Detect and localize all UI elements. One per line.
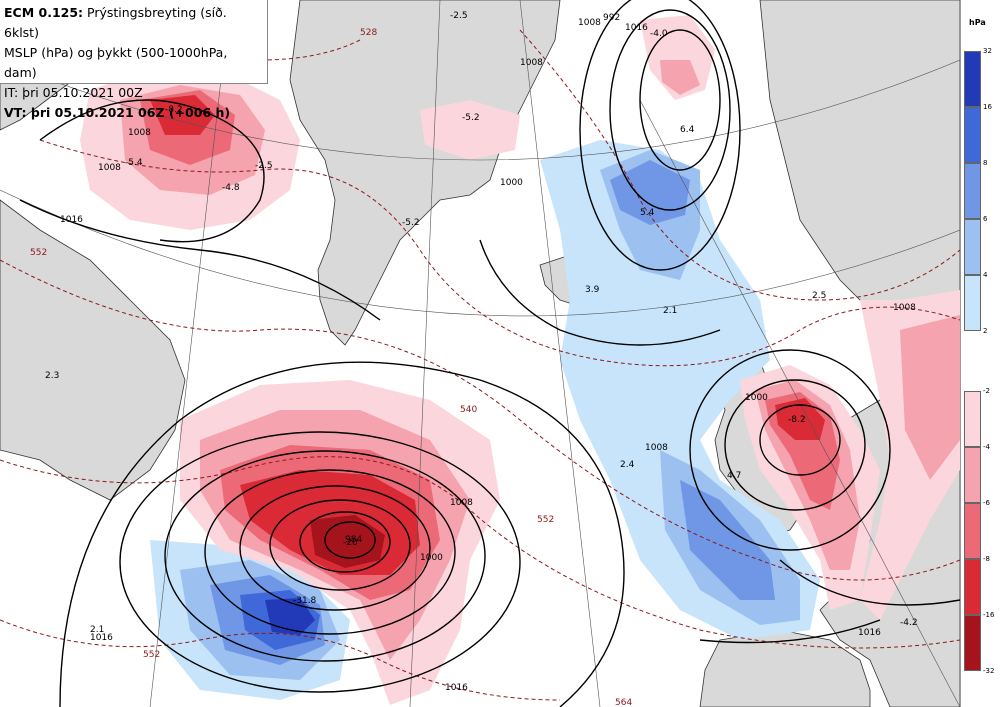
legend-swatch [964, 447, 981, 503]
isobar-label: 984 [345, 535, 362, 545]
legend-tick-label: -2 [983, 387, 990, 395]
init-time: IT: þri 05.10.2021 00Z [4, 85, 143, 100]
isobar-label: 1016 [90, 633, 113, 643]
legend-swatch [964, 219, 981, 275]
valid-time: VT: þri 05.10.2021 06Z (+006 h) [4, 105, 231, 120]
graticule [0, 0, 960, 707]
legend-tick-label: -6 [983, 499, 990, 507]
title-box: ECM 0.125: Prýstingsbreyting (síð. 6klst… [0, 0, 268, 120]
thickness-label: 552 [143, 650, 160, 660]
legend-swatch [964, 107, 981, 163]
change-value: 2.1 [90, 625, 104, 635]
change-value: 6.4 [680, 125, 695, 135]
thickness-label: 528 [360, 28, 377, 38]
legend-tick-label: 8 [983, 159, 988, 167]
isobar-label: 1008 [578, 18, 601, 28]
change-value: -20 [343, 538, 358, 548]
isobar-label: 1016 [445, 683, 468, 693]
isobar-label: 1016 [60, 215, 83, 225]
legend-unit: hPa [969, 18, 986, 27]
legend-swatch [964, 51, 981, 107]
change-value: 3.9 [585, 285, 600, 295]
change-value: -4.8 [222, 183, 240, 193]
legend-swatch [964, 391, 981, 447]
legend-swatch [964, 163, 981, 219]
legend-swatch [964, 559, 981, 615]
thickness-labels: 528 552 540 552 552 564 [30, 28, 632, 707]
thickness-label: 552 [537, 515, 554, 525]
legend-tick-label: -32 [983, 667, 995, 675]
change-value: -31.8 [293, 596, 317, 606]
iberia-land [699, 629, 871, 707]
legend-tick-label: 2 [983, 327, 988, 335]
legend-tick-label: 16 [983, 103, 992, 111]
isobar-label: 1008 [645, 443, 668, 453]
legend-tick-label: -8 [983, 555, 990, 563]
field-name: Prýstingsbreyting (síð. 6klst) [4, 5, 227, 40]
isobar-label: 992 [603, 13, 620, 23]
change-value: -4.2 [900, 618, 918, 628]
isobar-label: 1008 [98, 163, 121, 173]
isobars [19, 0, 960, 707]
change-value: -8.2 [788, 415, 806, 425]
thickness-label: 564 [615, 698, 632, 707]
isobar-label: 1000 [745, 393, 768, 403]
isobar-label: 1016 [625, 23, 648, 33]
isobar-labels: 1008 1016 1016 1008 1000 1008 1016 1000 … [60, 13, 916, 693]
isobar-label: 1008 [128, 128, 151, 138]
labrador-land [0, 199, 186, 501]
isobar-label: 1008 [450, 498, 473, 508]
change-value: -5.2 [402, 218, 420, 228]
change-value: 5.4 [640, 208, 655, 218]
isobar-label: 1000 [500, 178, 523, 188]
legend-swatch [964, 503, 981, 559]
title-line-1: ECM 0.125: Prýstingsbreyting (síð. 6klst… [4, 3, 263, 43]
change-value: 4.7 [727, 471, 741, 481]
isobar-label: 1008 [520, 58, 543, 68]
model-name: ECM 0.125: [4, 5, 84, 20]
legend-swatch [964, 275, 981, 331]
isobar-label: 1008 [893, 303, 916, 313]
change-value: 2.4 [620, 460, 635, 470]
legend-tick-label: 32 [983, 47, 992, 55]
change-value: -2.5 [255, 161, 273, 171]
change-value: -5.4 [125, 158, 143, 168]
legend-tick-label: 4 [983, 271, 988, 279]
isobar-label: 1000 [420, 553, 443, 563]
thickness-label: 540 [460, 405, 477, 415]
thickness-label: 552 [30, 248, 47, 258]
change-value: 2.5 [812, 291, 826, 301]
change-value: -2.5 [450, 11, 468, 21]
legend-swatch [964, 615, 981, 671]
pressure-fall-shading [80, 15, 960, 705]
greenland-land [289, 0, 561, 346]
change-value: -8.2 [165, 105, 183, 115]
weather-map: 1008 1016 1016 1008 1000 1008 1016 1000 … [0, 0, 960, 707]
change-value: -5.2 [462, 113, 480, 123]
thickness-contours [0, 0, 960, 701]
change-value-labels: -2.5 -4.0 -8.2 -5.4 -2.5 -4.8 -5.2 6.4 5… [45, 11, 918, 635]
change-value: 2.1 [663, 306, 677, 316]
legend-tick-label: -4 [983, 443, 990, 451]
change-value: -4.0 [650, 29, 668, 39]
change-value: 2.3 [45, 371, 59, 381]
title-line-2: MSLP (hPa) og þykkt (500-1000hPa, dam) [4, 45, 228, 80]
isobar-label: 1016 [858, 628, 881, 638]
legend-tick-label: 6 [983, 215, 988, 223]
legend-tick-label: -16 [983, 611, 995, 619]
color-legend: hPa 32 16 8 6 4 2 -2 -4 -6 -8 -16 -32 [960, 0, 1000, 707]
